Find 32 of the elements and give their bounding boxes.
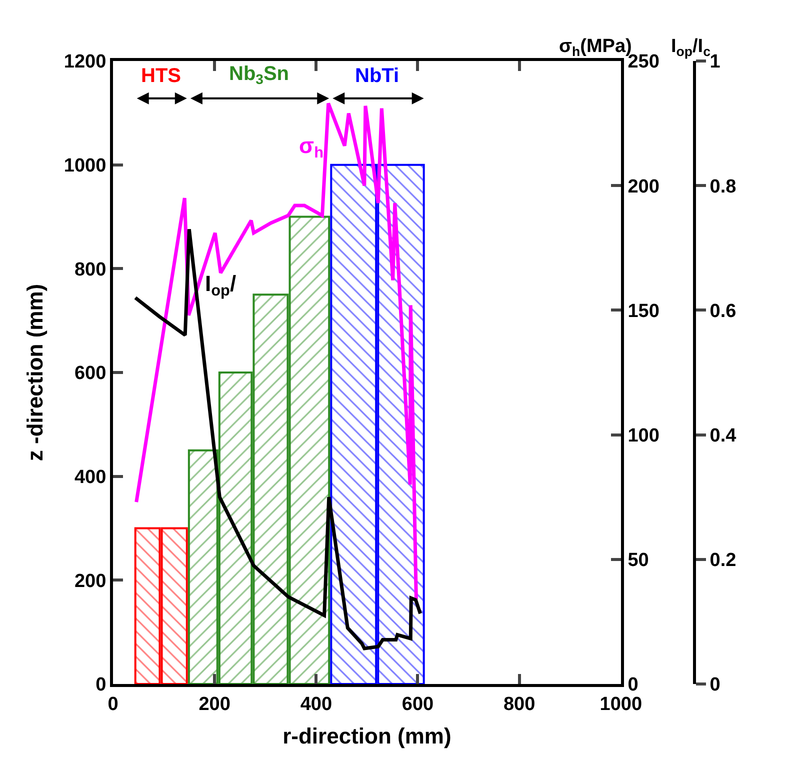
x-tick-label: 600 (402, 694, 434, 715)
y2-tick-label: 100 (628, 425, 660, 446)
x-tick-label: 1000 (600, 694, 642, 715)
y-tick-label: 600 (74, 363, 106, 384)
y-tick-label: 800 (74, 259, 106, 280)
y2-tick-label: 0 (628, 674, 638, 696)
y3-tick-label: 0.8 (710, 176, 736, 198)
y3-tick-label: 0 (710, 674, 720, 696)
x-axis-title: r-direction (mm) (282, 724, 452, 749)
y-tick-label: 400 (74, 466, 106, 488)
y-tick-label: 200 (74, 570, 106, 592)
x-tick-label: 200 (198, 694, 230, 715)
y2-tick-label: 50 (628, 550, 649, 572)
y3-tick-label: 1 (710, 52, 721, 73)
y-axis-title: z -direction (mm) (22, 284, 48, 462)
series-label: I$_{op}$/ (205, 271, 236, 300)
text: Nb$_{3}$Sn (229, 63, 290, 88)
y3-axis-title: I$_{op}$/I$_{c}$ (671, 36, 710, 59)
y3-tick-label: 0.6 (710, 300, 736, 322)
y-tick-label: 1200 (64, 52, 106, 73)
x-tick-label: 800 (503, 694, 536, 715)
y2-tick-label: 200 (628, 176, 660, 198)
y3-tick-label: 0.4 (710, 425, 737, 446)
x-tick-label: 400 (300, 694, 332, 715)
y2-tick-label: 150 (628, 300, 660, 322)
y-tick-label: 0 (96, 674, 106, 696)
text: NbTi (355, 65, 400, 87)
series-label: σ$_{h}$ (299, 133, 324, 162)
y3-tick-label: 0.2 (710, 550, 736, 572)
text: HTS (141, 65, 181, 87)
y-tick-label: 1000 (64, 155, 106, 176)
line-series (134, 227, 422, 650)
